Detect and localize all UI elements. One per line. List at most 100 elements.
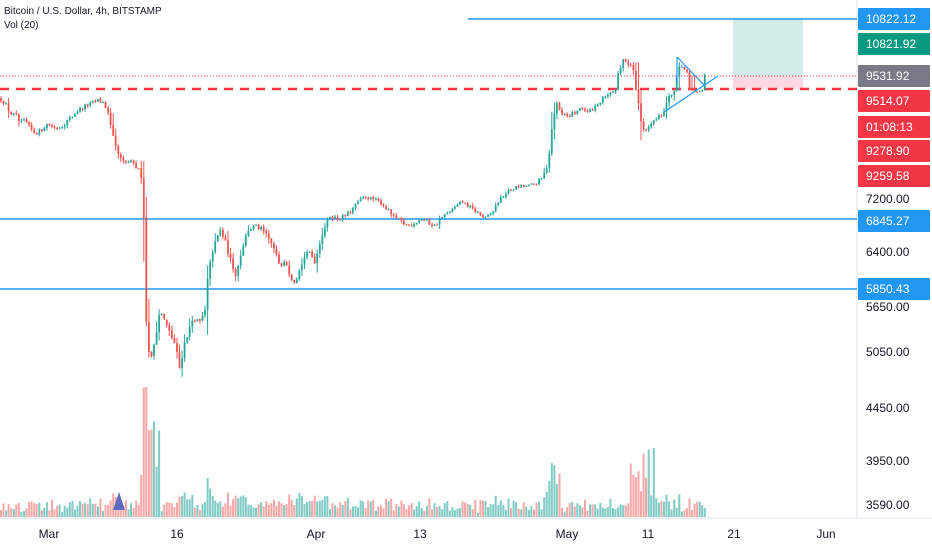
volume-bar	[61, 512, 64, 517]
volume-bar	[17, 502, 20, 517]
volume-bar	[216, 502, 219, 517]
volume-bar	[242, 495, 245, 517]
volume-bar	[137, 504, 140, 517]
candle-body	[130, 160, 132, 162]
volume-bar	[140, 475, 143, 517]
candle-body	[142, 178, 145, 218]
volume-bar	[591, 504, 594, 517]
volume-bar	[415, 506, 418, 517]
volume-bar	[627, 503, 630, 517]
candle-body	[497, 202, 500, 206]
candle-body	[316, 253, 319, 264]
volume-bar	[193, 507, 196, 517]
volume-bar	[494, 495, 497, 517]
volume-bar	[229, 505, 232, 517]
candle-body	[698, 91, 701, 93]
price-tag[interactable]: 10821.92	[858, 33, 930, 55]
candle-body	[2, 100, 5, 104]
volume-bar	[81, 503, 84, 517]
volume-bar	[260, 502, 263, 517]
volume-bar	[323, 496, 326, 517]
volume-bar	[306, 502, 308, 517]
volume-bar	[38, 502, 41, 517]
volume-bar	[5, 510, 8, 517]
candle-body	[405, 224, 408, 226]
candle-body	[512, 189, 515, 191]
candle-body	[454, 206, 456, 209]
volume-bar	[357, 507, 359, 517]
price-tag[interactable]: 9531.92	[858, 65, 930, 87]
volume-bar	[58, 504, 61, 517]
triangle-pattern[interactable]	[663, 56, 719, 113]
candle-body	[81, 108, 84, 110]
stop-zone-box[interactable]	[733, 76, 803, 89]
volume-bar	[109, 500, 112, 517]
price-tag[interactable]: 9278.90	[858, 140, 930, 162]
price-tag[interactable]: 6845.27	[858, 210, 930, 232]
volume-bar	[198, 509, 201, 517]
candle-body	[117, 146, 120, 154]
volume-bar	[555, 484, 558, 517]
candle-body	[273, 243, 275, 249]
candle-body	[423, 219, 426, 221]
candle-body	[604, 96, 607, 98]
candle-body	[520, 184, 523, 188]
price-tag[interactable]: 9514.07	[858, 90, 930, 112]
candle-body	[76, 112, 79, 115]
volume-bar	[10, 508, 13, 517]
candle-body	[53, 126, 56, 128]
target-zone-box[interactable]	[733, 19, 803, 76]
candle-body	[489, 213, 492, 215]
volume-bar	[76, 505, 79, 517]
volume-bar	[578, 505, 581, 517]
candle-body	[18, 114, 20, 121]
candle-body	[247, 230, 250, 236]
volume-bar	[66, 507, 69, 517]
volume-bars	[0, 387, 706, 517]
price-tag[interactable]: 01:08:13	[858, 116, 930, 138]
volume-bar	[622, 505, 625, 517]
candle-body	[675, 76, 678, 92]
volume-bar	[453, 510, 456, 517]
volume-bar	[619, 504, 622, 517]
volume-bar	[135, 500, 138, 517]
up-arrow-icon[interactable]	[113, 492, 125, 510]
volume-bar	[392, 510, 395, 517]
candle-body	[224, 236, 227, 241]
candle-body	[346, 211, 349, 217]
volume-bar	[548, 480, 551, 517]
volume-bar	[267, 504, 270, 517]
candle-body	[109, 112, 112, 125]
candle-body	[385, 206, 387, 210]
volume-bar	[474, 499, 477, 517]
volume-bar	[515, 502, 518, 517]
price-tag[interactable]: 5850.43	[858, 278, 930, 300]
candle-body	[84, 104, 86, 110]
candle-body	[301, 264, 303, 271]
price-tag[interactable]: 10822.12	[858, 8, 930, 30]
volume-bar	[145, 387, 148, 517]
time-axis-label: 16	[170, 527, 184, 541]
candle-body	[311, 251, 313, 257]
volume-bar	[48, 510, 51, 517]
volume-bar	[561, 507, 563, 517]
candle-body	[568, 116, 571, 117]
candle-body	[637, 89, 640, 104]
volume-bar	[487, 507, 490, 517]
candle-body	[502, 196, 505, 198]
volume-bar	[675, 507, 678, 517]
candle-body	[584, 108, 586, 111]
volume-bar	[535, 503, 538, 517]
price-tag[interactable]: 9259.58	[858, 165, 930, 187]
volume-bar	[188, 499, 191, 517]
volume-bar	[617, 507, 620, 517]
candle-body	[357, 201, 359, 205]
volume-bar	[451, 507, 454, 517]
volume-bar	[124, 500, 127, 517]
candle-body	[10, 111, 13, 115]
volume-bar	[395, 504, 398, 517]
price-axis-label: 6400.00	[866, 245, 910, 259]
candle-body	[211, 251, 214, 262]
volume-bar	[489, 504, 492, 517]
